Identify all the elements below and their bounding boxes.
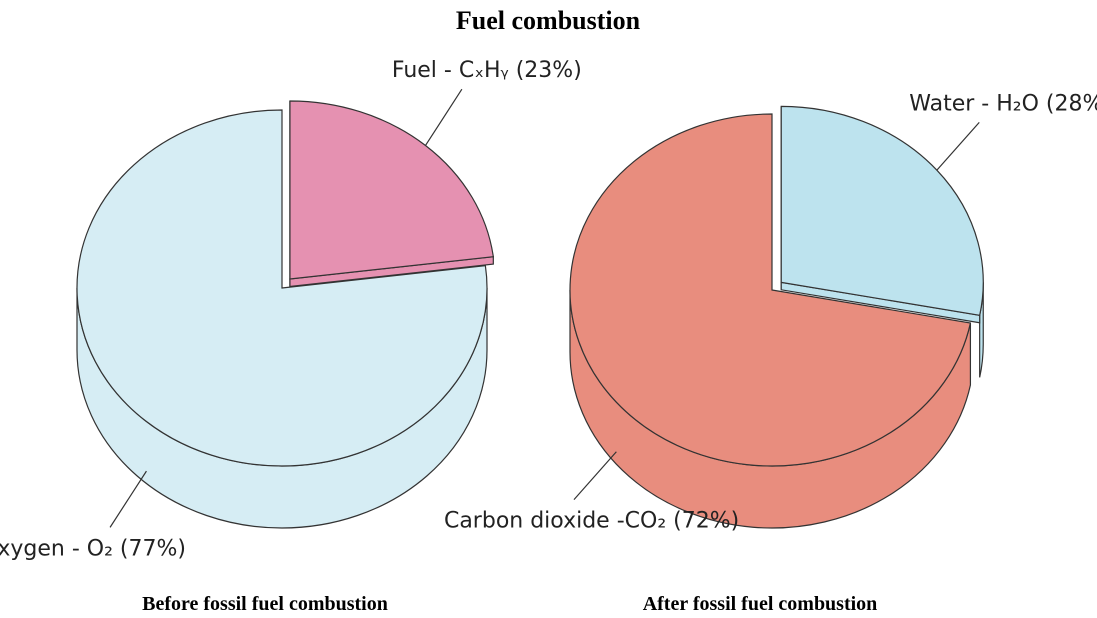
- slice-value-label: (23%): [516, 58, 582, 83]
- leader-line: [109, 470, 147, 528]
- pie-slice: [569, 113, 972, 467]
- slice-label: Oxygen - O₂ (77%): [0, 536, 186, 561]
- pie-caption: Before fossil fuel combustion: [142, 593, 388, 615]
- slice-name: Carbon dioxide -CO₂: [444, 509, 666, 534]
- slice-name: Fuel - CₓHᵧ: [392, 58, 509, 83]
- chart-title: Fuel combustion: [456, 6, 641, 35]
- slice-value-label: (72%): [673, 509, 739, 534]
- leader-line: [573, 451, 617, 500]
- leader-line: [425, 88, 463, 146]
- leader-line: [936, 121, 980, 171]
- slice-value-label: (28%): [1046, 91, 1097, 116]
- pie-slice: [76, 109, 488, 467]
- slice-name: Oxygen - O₂: [0, 536, 113, 561]
- slice-label: Water - H₂O (28%): [909, 91, 1097, 116]
- pie-caption: After fossil fuel combustion: [643, 593, 878, 615]
- slice-label: Fuel - CₓHᵧ (23%): [392, 58, 582, 83]
- slice-value-label: (77%): [120, 536, 186, 561]
- pie-slice: [780, 105, 984, 317]
- slice-name: Water - H₂O: [909, 91, 1039, 116]
- pie-slice: [289, 100, 495, 280]
- slice-label: Carbon dioxide -CO₂ (72%): [444, 509, 739, 534]
